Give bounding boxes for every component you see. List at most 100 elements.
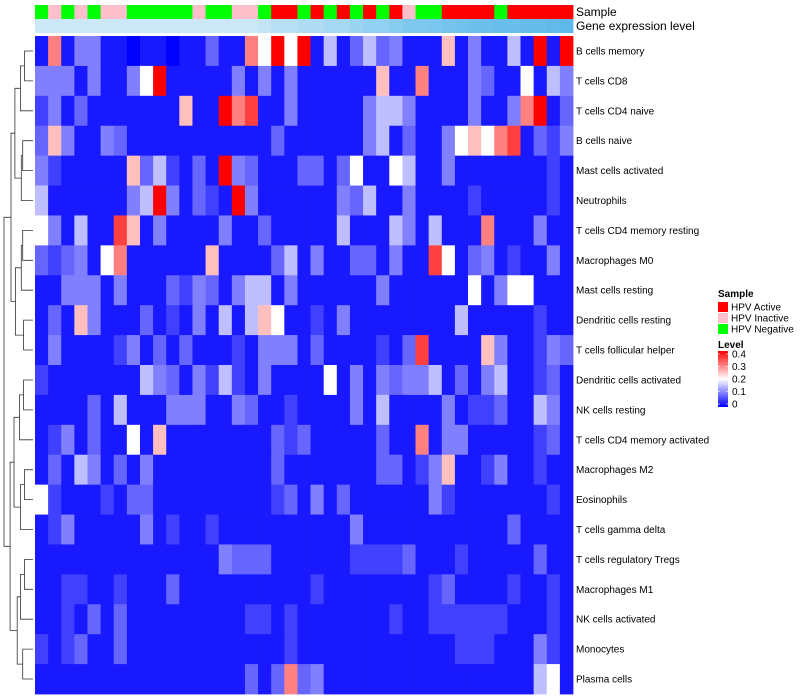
heatmap-cell [297,365,311,396]
heatmap-cell [520,95,535,127]
expression-annotation-cell [363,19,377,33]
heatmap-cell [192,574,206,605]
heatmap-cell [559,365,574,396]
heatmap-cell [468,36,482,67]
heatmap-cell [481,634,495,665]
heatmap-cell [428,335,443,366]
heatmap-cell [126,95,141,127]
heatmap-cell [297,305,311,336]
heatmap-cell [218,155,233,186]
heatmap-cell [258,215,272,246]
heatmap-cell [336,245,351,276]
level-legend-tick-label: 0.4 [732,350,746,361]
heatmap-cell [271,514,285,545]
heatmap-cell [336,215,351,246]
heatmap-cell [100,574,115,605]
heatmap-cell [271,424,285,456]
heatmap-cell [349,634,364,665]
heatmap-cell [153,365,167,396]
dendrogram-branch [14,87,22,179]
heatmap-cell [218,574,233,605]
heatmap-cell [520,155,535,186]
heatmap-cell [205,514,220,545]
heatmap-cell [113,95,128,127]
heatmap-cell [415,514,430,545]
heatmap-cell [441,36,456,67]
expression-annotation-cell [139,19,154,33]
heatmap-cell [454,454,469,486]
heatmap-cell [153,604,167,635]
heatmap-cell [74,245,88,276]
heatmap-cell [376,125,390,157]
heatmap-cell [74,484,88,515]
heatmap-cell [126,394,141,426]
heatmap-cell [481,484,495,515]
heatmap-cell [546,185,561,216]
row-label: Monocytes [576,645,624,656]
heatmap-cell [231,544,246,575]
heatmap-cell [507,454,521,486]
heatmap-cell [153,664,167,695]
heatmap-cell [139,634,154,665]
heatmap-cell [166,95,180,127]
heatmap-cell [218,245,233,276]
row-label: T cells CD8 [576,76,628,87]
heatmap-cell [166,65,180,97]
heatmap-cell [271,95,285,127]
sample-legend-label: HPV Negative [731,325,794,336]
heatmap-cell [533,454,548,486]
sample-annotation-cell [389,5,403,19]
heatmap-cell [428,36,443,67]
heatmap-cell [297,574,311,605]
heatmap-cell [284,305,298,336]
heatmap-cell [61,634,75,665]
heatmap-cell [533,215,548,246]
heatmap-cell [205,305,220,336]
heatmap-cell [454,514,469,545]
heatmap-cell [481,365,495,396]
heatmap-cell [166,36,180,67]
heatmap-cell [533,514,548,545]
heatmap-cell [126,185,141,216]
heatmap-cell [468,664,482,695]
dendrogram-branch [24,559,33,590]
heatmap-cell [74,514,88,545]
sample-annotation-cell [166,5,180,19]
sample-annotation-cell [61,5,75,19]
dendrogram-branch [22,648,33,680]
heatmap-cell [244,65,259,97]
heatmap-cell [402,514,416,545]
heatmap-cell [454,424,469,456]
heatmap-cell [454,365,469,396]
sample-annotation-cell [35,5,49,19]
heatmap-cell [218,95,233,127]
heatmap-cell [336,514,351,545]
heatmap-cell [441,245,456,276]
heatmap-cell [520,664,535,695]
sample-annotation-cell [231,5,246,19]
heatmap-cell [35,95,49,127]
heatmap-cell [494,125,508,157]
sample-annotation-cell [546,5,561,19]
heatmap-cell [126,125,141,157]
sample-annotation-cell [113,5,128,19]
heatmap-cell [389,65,403,97]
heatmap-cell [284,574,298,605]
expression-annotation-cell [494,19,508,33]
heatmap-cell [389,514,403,545]
heatmap-cell [61,365,75,396]
heatmap-cell [533,394,548,426]
heatmap-cell [48,484,62,515]
heatmap-cell [166,574,180,605]
heatmap-cell [192,484,206,515]
heatmap-cell [297,484,311,515]
heatmap-cell [363,36,377,67]
heatmap-cell [494,514,508,545]
dendrogram-branch [10,132,16,302]
heatmap-cell [428,215,443,246]
heatmap-cell [35,424,49,456]
heatmap-cell [441,544,456,575]
heatmap-cell [349,36,364,67]
heatmap-cell [402,95,416,127]
heatmap-cell [310,424,325,456]
